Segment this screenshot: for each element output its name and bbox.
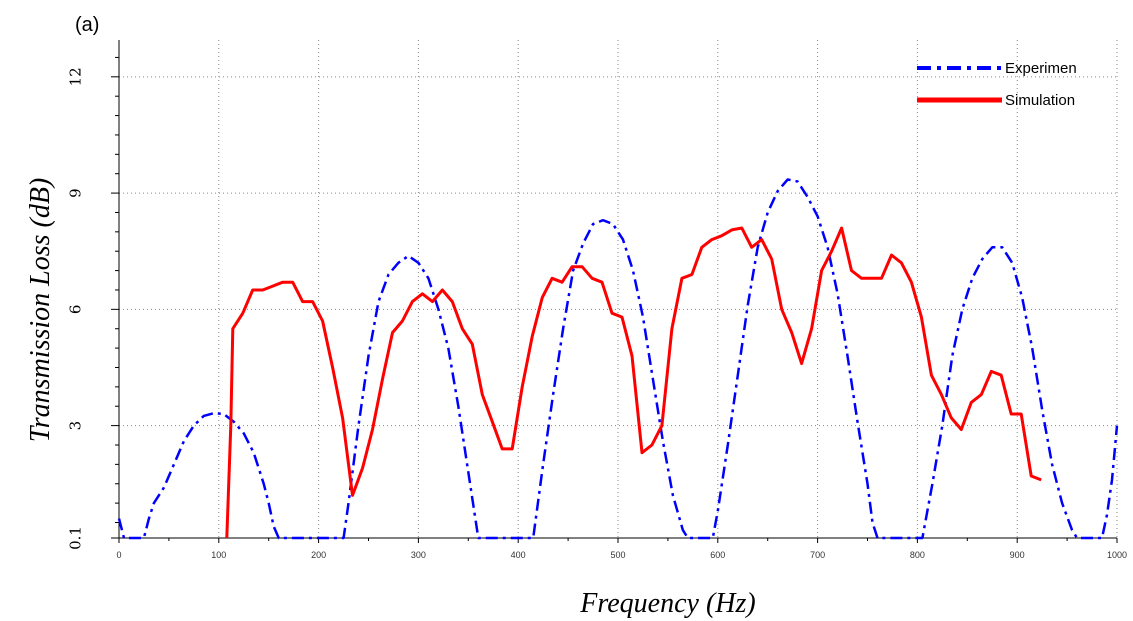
legend: Experimen Simulation [917, 60, 1077, 109]
x-tick-label: 400 [511, 550, 526, 560]
legend-label-1: Experimen [1005, 60, 1077, 77]
y-tick-label: 6 [66, 305, 84, 315]
y-tick-labels: 0.1 3 6 9 12 [66, 67, 84, 550]
y-tick-label: 9 [66, 188, 84, 198]
x-tick-label: 600 [710, 550, 725, 560]
x-tick-label: 100 [211, 550, 226, 560]
x-tick-label: 800 [910, 550, 925, 560]
x-tick-label: 500 [610, 550, 625, 560]
series-line-2 [225, 226, 1042, 539]
x-tick-labels: 0 100 200 300 400 500 600 700 800 900 1000 [116, 550, 1127, 560]
x-tick-label: 1000 [1107, 550, 1127, 560]
series-line-1 [117, 178, 1119, 540]
y-axis-title: Transmission Loss (dB) [25, 178, 56, 443]
y-tick-label: 3 [66, 421, 84, 431]
x-tick-label: 300 [411, 550, 426, 560]
y-tick-label: 12 [66, 67, 84, 86]
panel-label: (a) [75, 14, 99, 36]
x-tick-label: 900 [1010, 550, 1025, 560]
x-axis-title: Frequency (Hz) [579, 588, 755, 619]
x-tick-label: 0 [116, 550, 121, 560]
legend-label-2: Simulation [1005, 92, 1075, 109]
series-group [117, 178, 1119, 540]
x-tick-label: 700 [810, 550, 825, 560]
y-tick-label: 0.1 [66, 526, 84, 550]
x-tick-label: 200 [311, 550, 326, 560]
